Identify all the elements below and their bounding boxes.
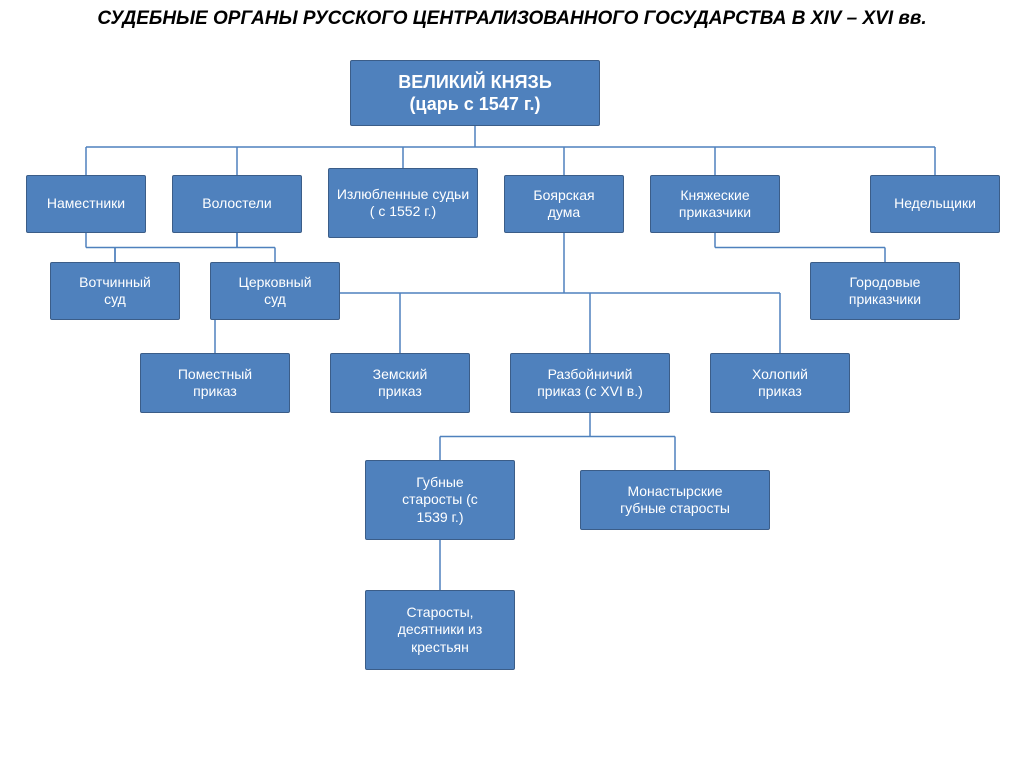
page-title: СУДЕБНЫЕ ОРГАНЫ РУССКОГО ЦЕНТРАЛИЗОВАННО… xyxy=(0,0,1024,35)
node-p3: Разбойничийприказ (с XVI в.) xyxy=(510,353,670,413)
node-n3: Излюбленные судьи( с 1552 г.) xyxy=(328,168,478,238)
node-s3: Городовые приказчики xyxy=(810,262,960,320)
node-root: ВЕЛИКИЙ КНЯЗЬ(царь с 1547 г.) xyxy=(350,60,600,126)
node-b1: Старосты,десятники изкрестьян xyxy=(365,590,515,670)
node-n4: Боярскаядума xyxy=(504,175,624,233)
node-n1: Наместники xyxy=(26,175,146,233)
node-p4: Холопийприказ xyxy=(710,353,850,413)
node-n2: Волостели xyxy=(172,175,302,233)
node-p2: Земскийприказ xyxy=(330,353,470,413)
node-g1: Губныестаросты (с1539 г.) xyxy=(365,460,515,540)
node-p1: Поместныйприказ xyxy=(140,353,290,413)
node-s2: Церковныйсуд xyxy=(210,262,340,320)
node-s1: Вотчинныйсуд xyxy=(50,262,180,320)
node-g2: Монастырскиегубные старосты xyxy=(580,470,770,530)
node-n6: Недельщики xyxy=(870,175,1000,233)
node-n5: Княжеские приказчики xyxy=(650,175,780,233)
